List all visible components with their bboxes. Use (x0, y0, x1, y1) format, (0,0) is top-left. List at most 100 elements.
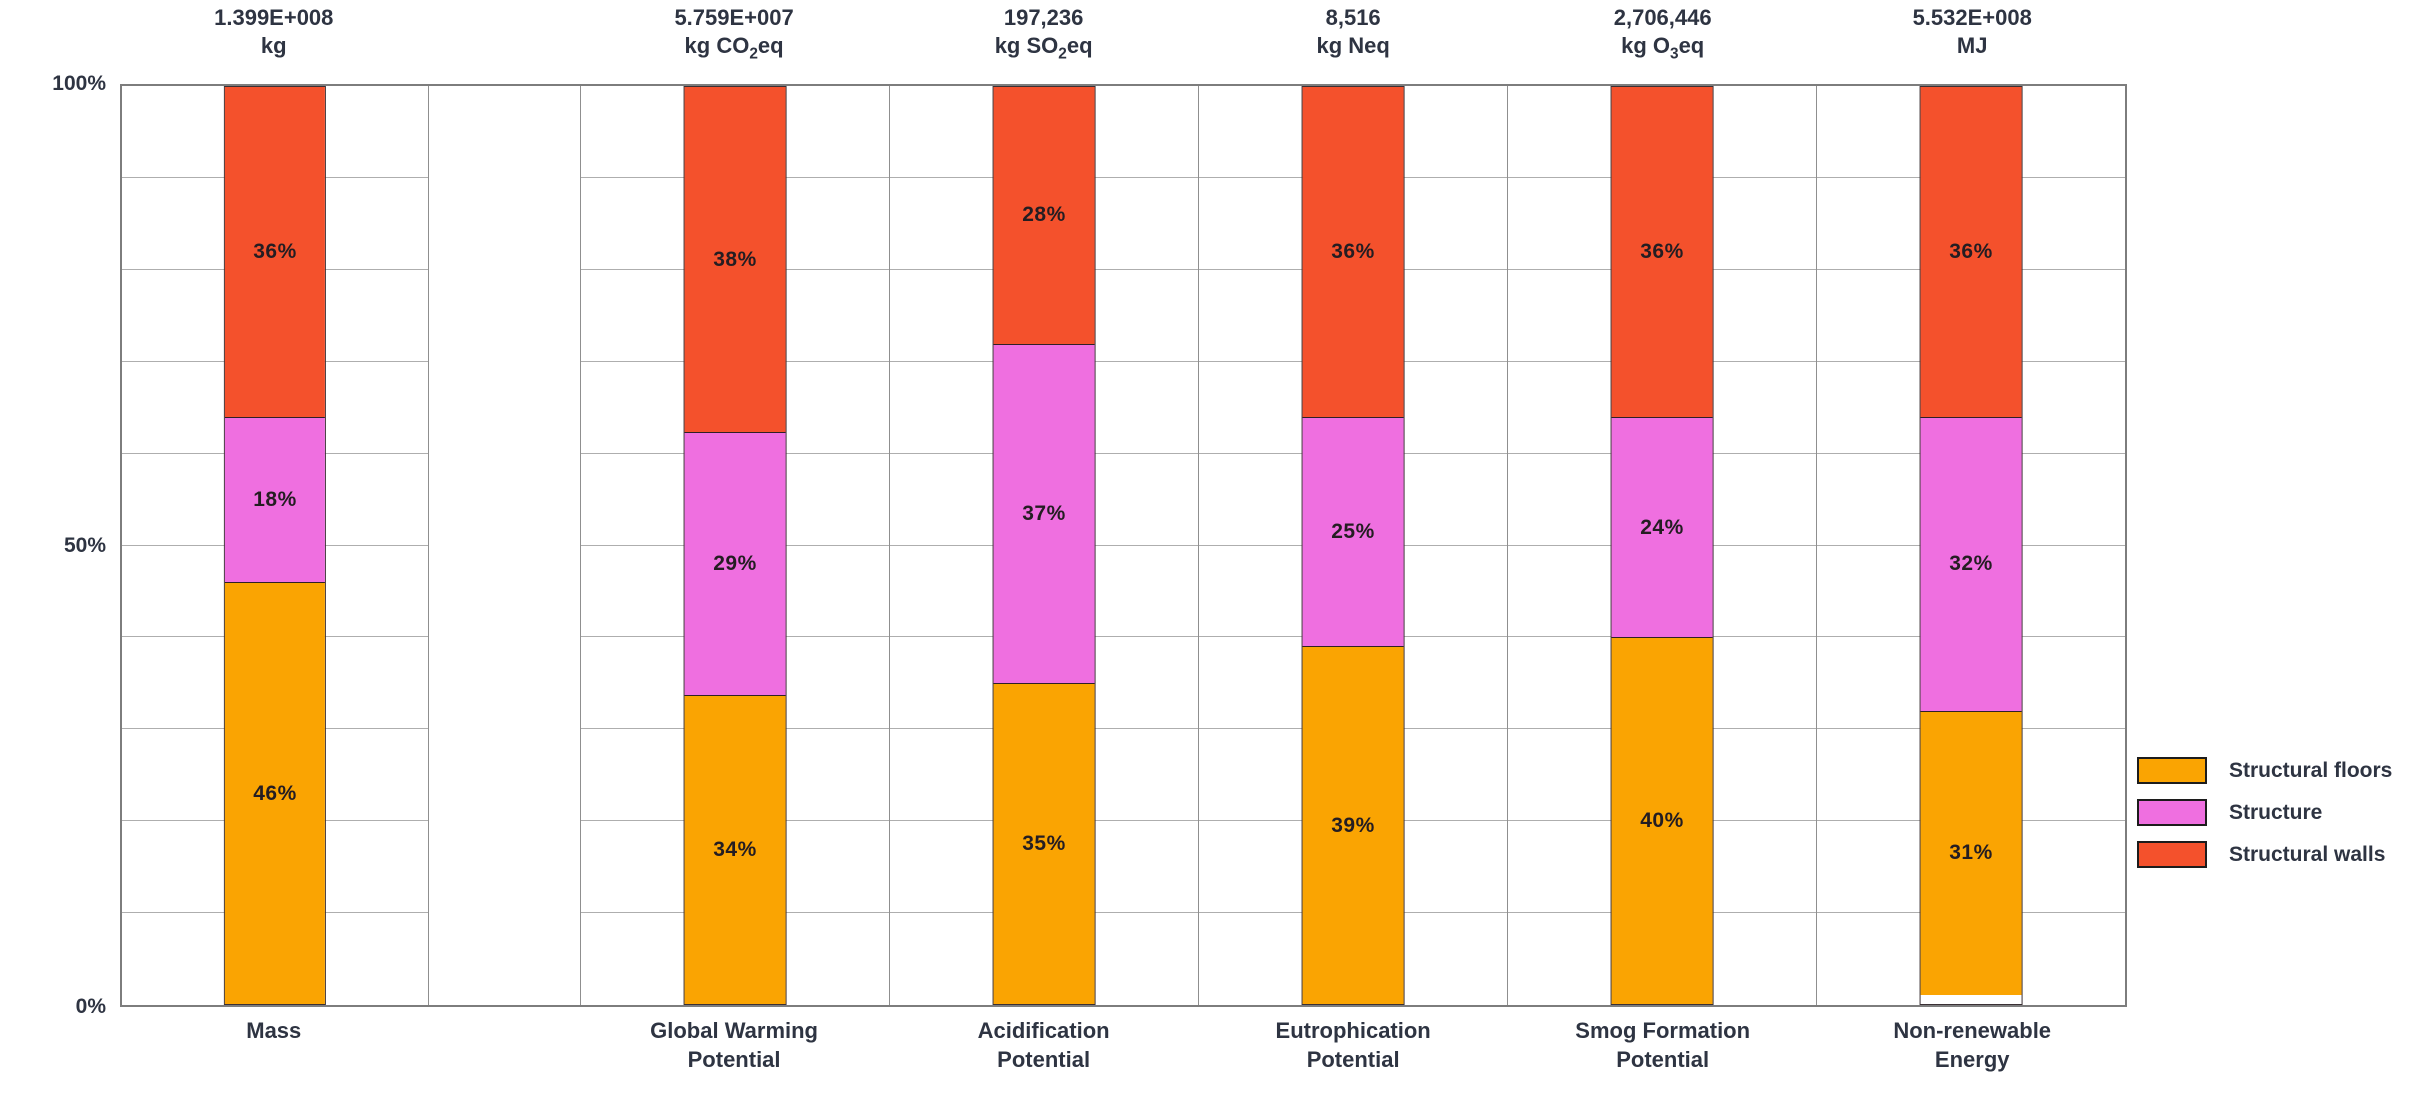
y-axis-tick-label: 50% (63, 533, 106, 557)
bar-segment-value-label: 38% (713, 247, 757, 271)
stacked-bar: 36% 32% 31% (1919, 86, 2023, 1005)
y-axis-tick-label: 0% (75, 995, 106, 1018)
category-total-value: 197,236 (1003, 5, 1084, 30)
bar-segment: 39% (1302, 646, 1404, 1004)
legend-swatch (2137, 799, 2207, 826)
bar-segment-value-label: 32% (1949, 552, 1993, 576)
legend-item: Structure (2137, 799, 2392, 826)
category-label: Acidification Potential (889, 1016, 1199, 1074)
category-label: Eutrophication Potential (1198, 1016, 1508, 1074)
category-label-line: Potential (1306, 1047, 1400, 1072)
category-total-value: 5.532E+008 (1912, 5, 2032, 30)
bar-segment-value-label: 25% (1331, 520, 1375, 544)
category-panel: 28% 37% 35% (889, 86, 1199, 1005)
category-label: Mass (120, 1016, 428, 1074)
category-panel: 38% 29% 34% (580, 86, 890, 1005)
bar-segment: 40% (1611, 637, 1713, 1004)
category-label: Non-renewable Energy (1817, 1016, 2127, 1074)
category-title: 197,236 kg SO2eq (889, 4, 1199, 63)
bar-segment-value-label: 46% (253, 781, 297, 805)
bar-segment-value-label: 36% (253, 240, 297, 264)
category-total-value: 8,516 (1325, 5, 1381, 30)
bar-segment-value-label: 18% (253, 488, 297, 512)
category-label-line: Smog Formation (1575, 1018, 1751, 1043)
unit-subscript: 3 (1670, 45, 1679, 63)
bar-segment: 37% (993, 343, 1095, 684)
category-unit: kg SO2eq (994, 33, 1093, 63)
category-panel: 36% 18% 46% (122, 86, 429, 1005)
category-unit: kg CO2eq (684, 33, 784, 63)
bar-segment: 18% (224, 417, 326, 583)
stacked-bar: 36% 25% 39% (1301, 86, 1405, 1005)
bar-segment-value-label: 36% (1640, 240, 1684, 264)
bar-segment-value-label: 36% (1949, 240, 1993, 264)
category-title: 5.759E+007 kg CO2eq (579, 4, 889, 63)
legend-label: Structural floors (2229, 758, 2393, 782)
category-totals-row: 1.399E+008 kg 5.759E+007 kg CO2eq 197,236 kg … (120, 4, 2127, 66)
bar-segment: 34% (684, 695, 786, 1004)
unit-subscript: 2 (1058, 45, 1067, 63)
stacked-bar: 36% 18% 46% (223, 86, 327, 1005)
bar-segment: 31% (1920, 710, 2022, 995)
stacked-bar: 38% 29% 34% (683, 86, 787, 1005)
x-axis-category-labels-row: Mass Global Warming Potential Acidification… (120, 1016, 2127, 1074)
legend-swatch (2137, 841, 2207, 868)
bar-segment-value-label: 31% (1949, 841, 1993, 865)
category-label-line: Acidification (977, 1018, 1110, 1043)
legend-swatch (2137, 757, 2207, 784)
y-axis-tick-label: 100% (52, 72, 106, 95)
stacked-bar: 36% 24% 40% (1610, 86, 1714, 1005)
category-total-value: 2,706,446 (1613, 5, 1712, 30)
spacer-label-cell (428, 1016, 580, 1074)
bar-segment-value-label: 36% (1331, 240, 1375, 264)
bar-segment: 25% (1302, 417, 1404, 647)
category-label: Smog Formation Potential (1508, 1016, 1818, 1074)
category-label-line: Mass (246, 1018, 302, 1043)
category-label-line: Potential (687, 1047, 781, 1072)
stacked-bar: 28% 37% 35% (992, 86, 1096, 1005)
category-title: 8,516 kg Neq (1198, 4, 1508, 60)
bar-segment: 36% (224, 87, 326, 418)
category-total-value: 5.759E+007 (674, 5, 794, 30)
category-label-line: Potential (997, 1047, 1091, 1072)
category-panel: 36% 32% 31% (1816, 86, 2126, 1005)
category-label: Global Warming Potential (579, 1016, 889, 1074)
bar-segment-value-label: 24% (1640, 515, 1684, 539)
category-title: 2,706,446 kg O3eq (1508, 4, 1818, 63)
bar-segment-value-label: 29% (713, 552, 757, 576)
unit-subscript: 2 (749, 45, 758, 63)
bar-segment: 38% (684, 87, 786, 432)
spacer-panel (428, 86, 580, 1005)
category-unit: kg Neq (1316, 33, 1390, 58)
category-label-line: Global Warming (650, 1018, 818, 1043)
category-unit: kg (260, 33, 287, 58)
bar-segment: 35% (993, 683, 1095, 1004)
bar-segment-value-label: 28% (1022, 203, 1066, 227)
category-panel: 36% 24% 40% (1507, 86, 1817, 1005)
category-title: 5.532E+008 MJ (1817, 4, 2127, 60)
category-label-line: Energy (1934, 1047, 2010, 1072)
bar-segment: 36% (1611, 87, 1713, 418)
bar-segment-value-label: 39% (1331, 813, 1375, 837)
category-unit: kg O3eq (1621, 33, 1705, 63)
plot-area: 36% 18% 46% 38% 29% 34% 28% 37% 35% 36% 25% 39% 36% 2… (120, 84, 2127, 1007)
bar-segment: 36% (1920, 87, 2022, 418)
bar-segment-value-label: 34% (713, 838, 757, 862)
legend-item: Structural walls (2137, 841, 2392, 868)
bar-segment: 28% (993, 87, 1095, 344)
category-total-value: 1.399E+008 (214, 5, 334, 30)
category-unit: MJ (1956, 33, 1988, 58)
bar-segment-value-label: 40% (1640, 809, 1684, 833)
bar-segment: 32% (1920, 417, 2022, 711)
legend: Structural floors Structure Structural wal… (2137, 757, 2392, 868)
bar-segment-value-label: 35% (1022, 832, 1066, 855)
category-title: 1.399E+008 kg (120, 4, 428, 60)
legend-label: Structural walls (2229, 842, 2386, 866)
bar-segment-value-label: 37% (1022, 501, 1066, 525)
legend-label: Structure (2229, 800, 2323, 824)
category-panel: 36% 25% 39% (1198, 86, 1508, 1005)
bar-segment: 24% (1611, 417, 1713, 638)
legend-item: Structural floors (2137, 757, 2392, 784)
bar-segment: 46% (224, 582, 326, 1004)
